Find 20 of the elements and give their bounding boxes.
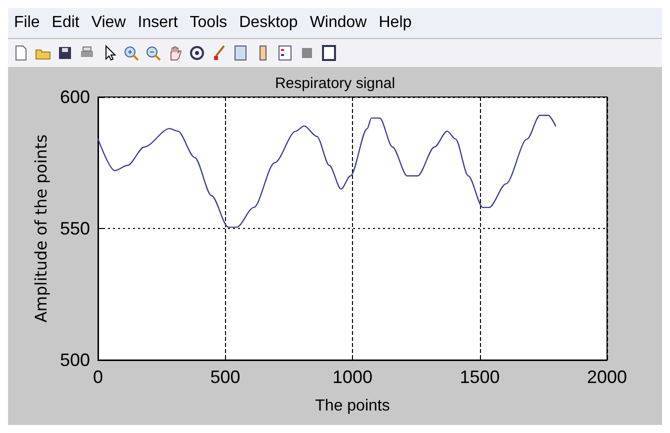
x-tick-label: 500 bbox=[210, 367, 240, 387]
x-tick-label: 0 bbox=[92, 367, 104, 387]
text: File bbox=[14, 14, 40, 32]
x-axis-title: The points bbox=[315, 398, 390, 414]
text: Edit bbox=[52, 14, 80, 32]
x-tick-label: 1000 bbox=[332, 367, 373, 387]
text: Desktop bbox=[239, 14, 298, 32]
y-tick-label: 500 bbox=[60, 350, 90, 370]
text: View bbox=[91, 14, 126, 32]
line-series bbox=[97, 114, 556, 228]
x-tick-label: 1500 bbox=[460, 367, 500, 387]
text: Window bbox=[310, 14, 367, 32]
x-tick-label: 2000 bbox=[586, 367, 628, 387]
text: Insert bbox=[138, 14, 178, 32]
text: Tools bbox=[190, 14, 228, 32]
y-tick-label: 550 bbox=[60, 218, 90, 238]
y-axis-title: Amplitude of the points bbox=[32, 134, 51, 323]
text: Help bbox=[378, 14, 412, 32]
y-tick-label: 600 bbox=[60, 87, 90, 107]
chart-title: Respiratory signal bbox=[274, 75, 396, 92]
